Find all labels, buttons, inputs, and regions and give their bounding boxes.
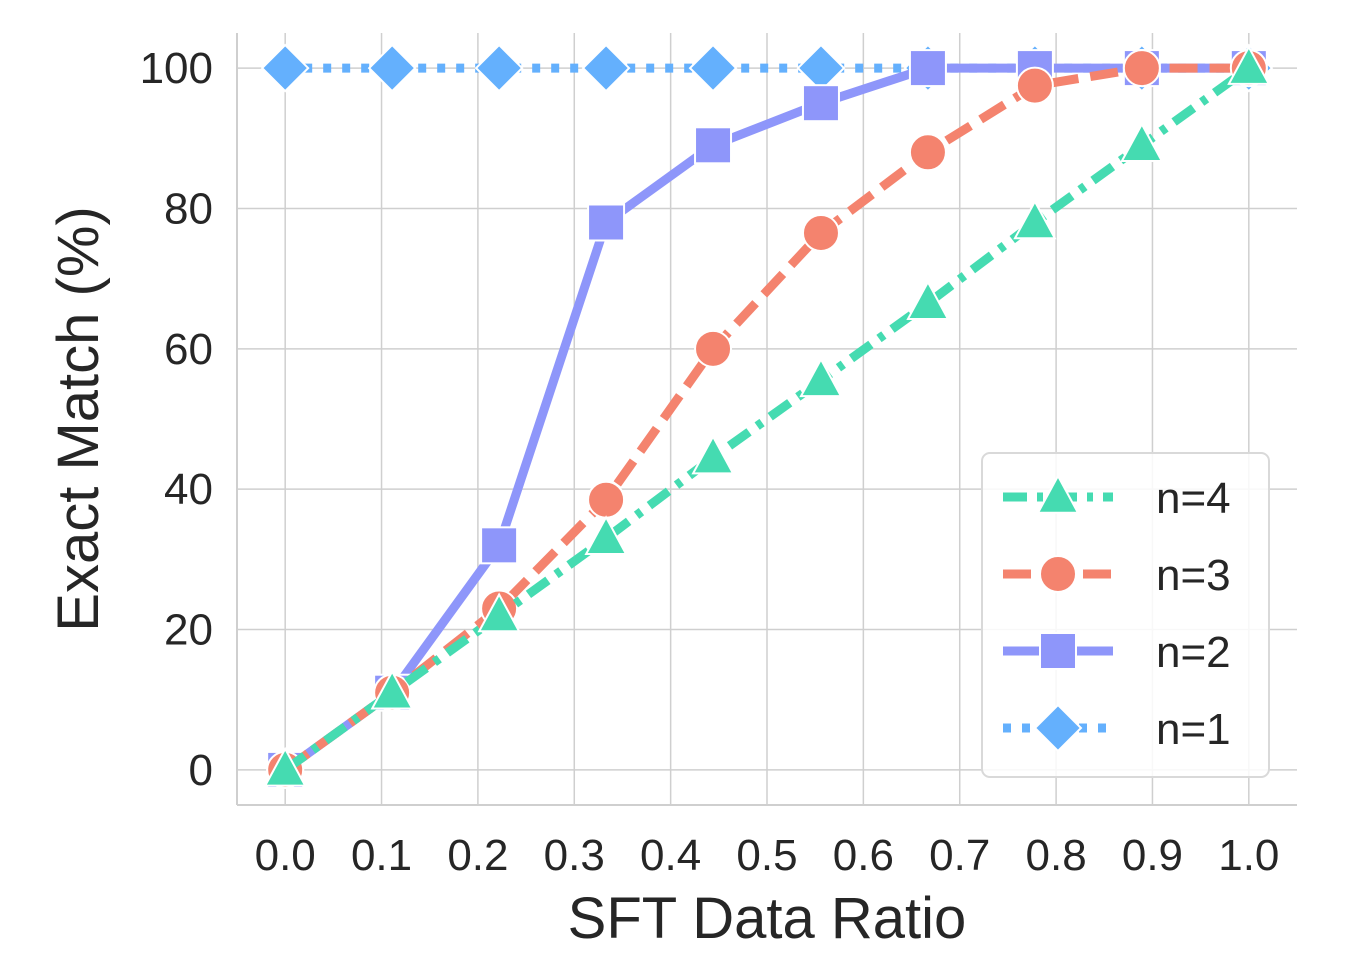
data-point: [1122, 49, 1161, 88]
data-point: [581, 43, 631, 93]
data-point: [694, 126, 733, 165]
data-point: [370, 669, 414, 710]
legend-label: n=3: [1156, 551, 1231, 600]
series-n-4: [263, 44, 1271, 787]
x-tick-label: 1.0: [1218, 831, 1279, 880]
legend-item: n=3: [1003, 551, 1231, 600]
data-point: [801, 214, 840, 253]
data-point: [1227, 44, 1271, 85]
series-layer: [260, 43, 1274, 789]
series-line: [282, 63, 1249, 774]
data-point: [908, 133, 947, 172]
legend-item: n=2: [1003, 628, 1231, 677]
legend-label: n=4: [1156, 474, 1231, 523]
x-tick-label: 0.4: [640, 831, 701, 880]
x-tick-label: 0.3: [544, 831, 605, 880]
data-point: [260, 43, 310, 93]
data-point: [587, 203, 626, 242]
legend-item: n=4: [1003, 473, 1231, 523]
y-tick-label: 0: [189, 746, 213, 795]
data-point: [477, 592, 521, 633]
legend-label: n=1: [1156, 705, 1231, 754]
data-point: [1120, 122, 1164, 163]
data-point: [263, 746, 307, 787]
x-tick-label: 0.1: [351, 831, 412, 880]
legend-label: n=2: [1156, 628, 1231, 677]
legend: n=4 n=3 n=2 n=1: [981, 452, 1270, 778]
legend-marker: [1036, 473, 1080, 514]
x-axis-label: SFT Data Ratio: [568, 886, 967, 951]
data-point: [480, 526, 519, 565]
x-tick-label: 0.8: [1026, 831, 1087, 880]
y-tick-label: 80: [164, 184, 213, 233]
data-point: [584, 515, 628, 556]
data-point: [367, 43, 417, 93]
axes-spines: [236, 33, 1297, 806]
y-tick-label: 40: [164, 465, 213, 514]
x-tick-label: 0.7: [929, 831, 990, 880]
x-tick-label: 0.6: [833, 831, 894, 880]
series-line: [282, 63, 1249, 774]
y-tick-label: 100: [140, 44, 213, 93]
data-point: [799, 357, 843, 398]
data-point: [1013, 199, 1057, 240]
data-point: [908, 49, 947, 88]
y-tick-label: 20: [164, 606, 213, 655]
x-tick-label: 0.2: [447, 831, 508, 880]
legend-box: [981, 452, 1270, 778]
y-tick-label: 60: [164, 325, 213, 374]
x-axis-ticks: 0.0 0.1 0.2 0.3 0.4 0.5 0.6 0.7 0.8 0.9 1.0: [255, 831, 1280, 880]
data-point: [587, 480, 626, 519]
data-point: [688, 43, 738, 93]
legend-marker: [1033, 703, 1083, 753]
legend-marker: [1039, 632, 1077, 670]
y-axis-label: Exact Match (%): [46, 206, 111, 631]
x-tick-label: 0.5: [736, 831, 797, 880]
y-axis-ticks: 0 20 40 60 80 100: [140, 44, 213, 795]
data-point: [906, 280, 950, 320]
data-point: [1015, 66, 1054, 105]
x-tick-label: 0.0: [255, 831, 316, 880]
data-point: [474, 43, 524, 93]
data-point: [801, 84, 840, 123]
series-n-3: [266, 49, 1268, 789]
data-point: [694, 329, 733, 368]
legend-marker: [1039, 555, 1077, 593]
x-tick-label: 0.9: [1122, 831, 1183, 880]
legend-item: n=1: [1003, 703, 1231, 754]
data-point: [691, 434, 735, 475]
